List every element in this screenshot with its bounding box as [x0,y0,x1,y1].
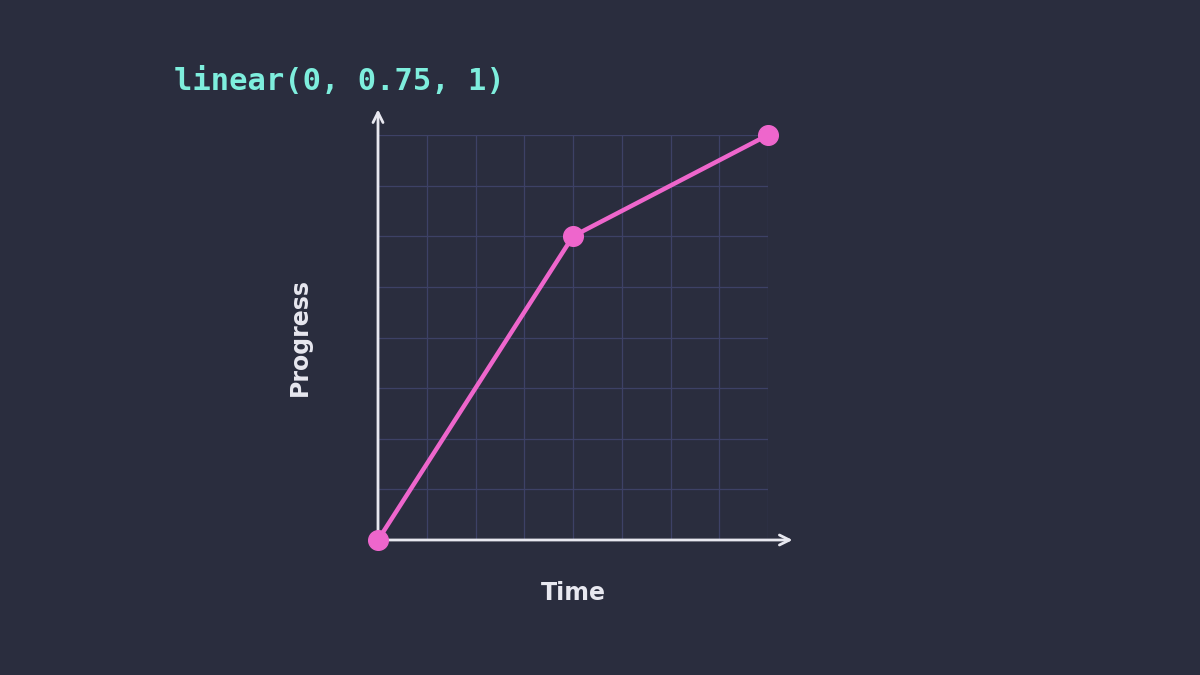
Text: linear(0, 0.75, 1): linear(0, 0.75, 1) [174,68,505,97]
Text: Time: Time [540,580,606,605]
Point [368,535,388,545]
Point [758,130,778,140]
Text: Progress: Progress [288,279,312,396]
Point [564,231,583,242]
